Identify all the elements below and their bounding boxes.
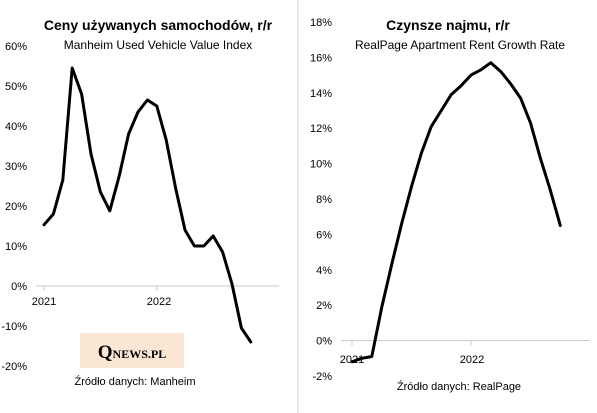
y-tick-label: 60% [5, 41, 27, 53]
y-tick-label: 18% [310, 17, 332, 29]
x-tick-label: 2022 [147, 296, 171, 308]
x-tick-label: 2022 [460, 354, 484, 366]
y-tick-label: 40% [5, 121, 27, 133]
chart-panel-rents: Czynsze najmu, r/r RealPage Apartment Re… [310, 17, 590, 393]
y-tick-label: 2% [316, 300, 332, 312]
chart-source: Źródło danych: RealPage [397, 380, 521, 393]
y-axis-ticks: -2% 0% 2% 4% 6% 8% 10% 12% 14% 16% 18% [310, 17, 332, 383]
y-tick-label: 30% [5, 161, 27, 173]
x-axis-ticks: 2021 2022 [32, 286, 171, 308]
y-tick-label: 20% [5, 201, 27, 213]
qnews-logo: QNEWS.PL [98, 342, 166, 363]
chart-title: Ceny używanych samochodów, r/r [44, 17, 273, 33]
chart-title: Czynsze najmu, r/r [386, 17, 510, 33]
chart-source: Źródło danych: Manheim [74, 375, 195, 388]
x-tick-label: 2021 [340, 354, 364, 366]
y-tick-label: 12% [310, 123, 332, 135]
y-tick-label: 0% [316, 336, 332, 348]
y-tick-label: 16% [310, 52, 332, 64]
y-tick-label: 0% [11, 281, 27, 293]
y-tick-label: -10% [1, 321, 27, 333]
y-tick-label: 10% [5, 241, 27, 253]
chart-subtitle: Manheim Used Vehicle Value Index [64, 38, 253, 52]
y-tick-label: 10% [310, 159, 332, 171]
logo-background [80, 333, 184, 368]
series-line [42, 66, 253, 344]
y-axis-ticks: -20% -10% 0% 10% 20% 30% 40% 50% 60% [1, 41, 27, 373]
y-tick-label: 8% [316, 194, 332, 206]
y-tick-label: 14% [310, 88, 332, 100]
y-tick-label: -20% [1, 361, 27, 373]
y-tick-label: 6% [316, 229, 332, 241]
y-tick-label: 4% [316, 265, 332, 277]
y-tick-label: -2% [312, 371, 332, 383]
y-tick-label: 50% [5, 81, 27, 93]
chart-panel-used-cars: Ceny używanych samochodów, r/r Manheim U… [1, 17, 279, 388]
chart-subtitle: RealPage Apartment Rent Growth Rate [355, 38, 565, 52]
series-line [350, 61, 562, 364]
x-tick-label: 2021 [32, 296, 56, 308]
x-axis-ticks: 2021 2022 [340, 340, 484, 366]
